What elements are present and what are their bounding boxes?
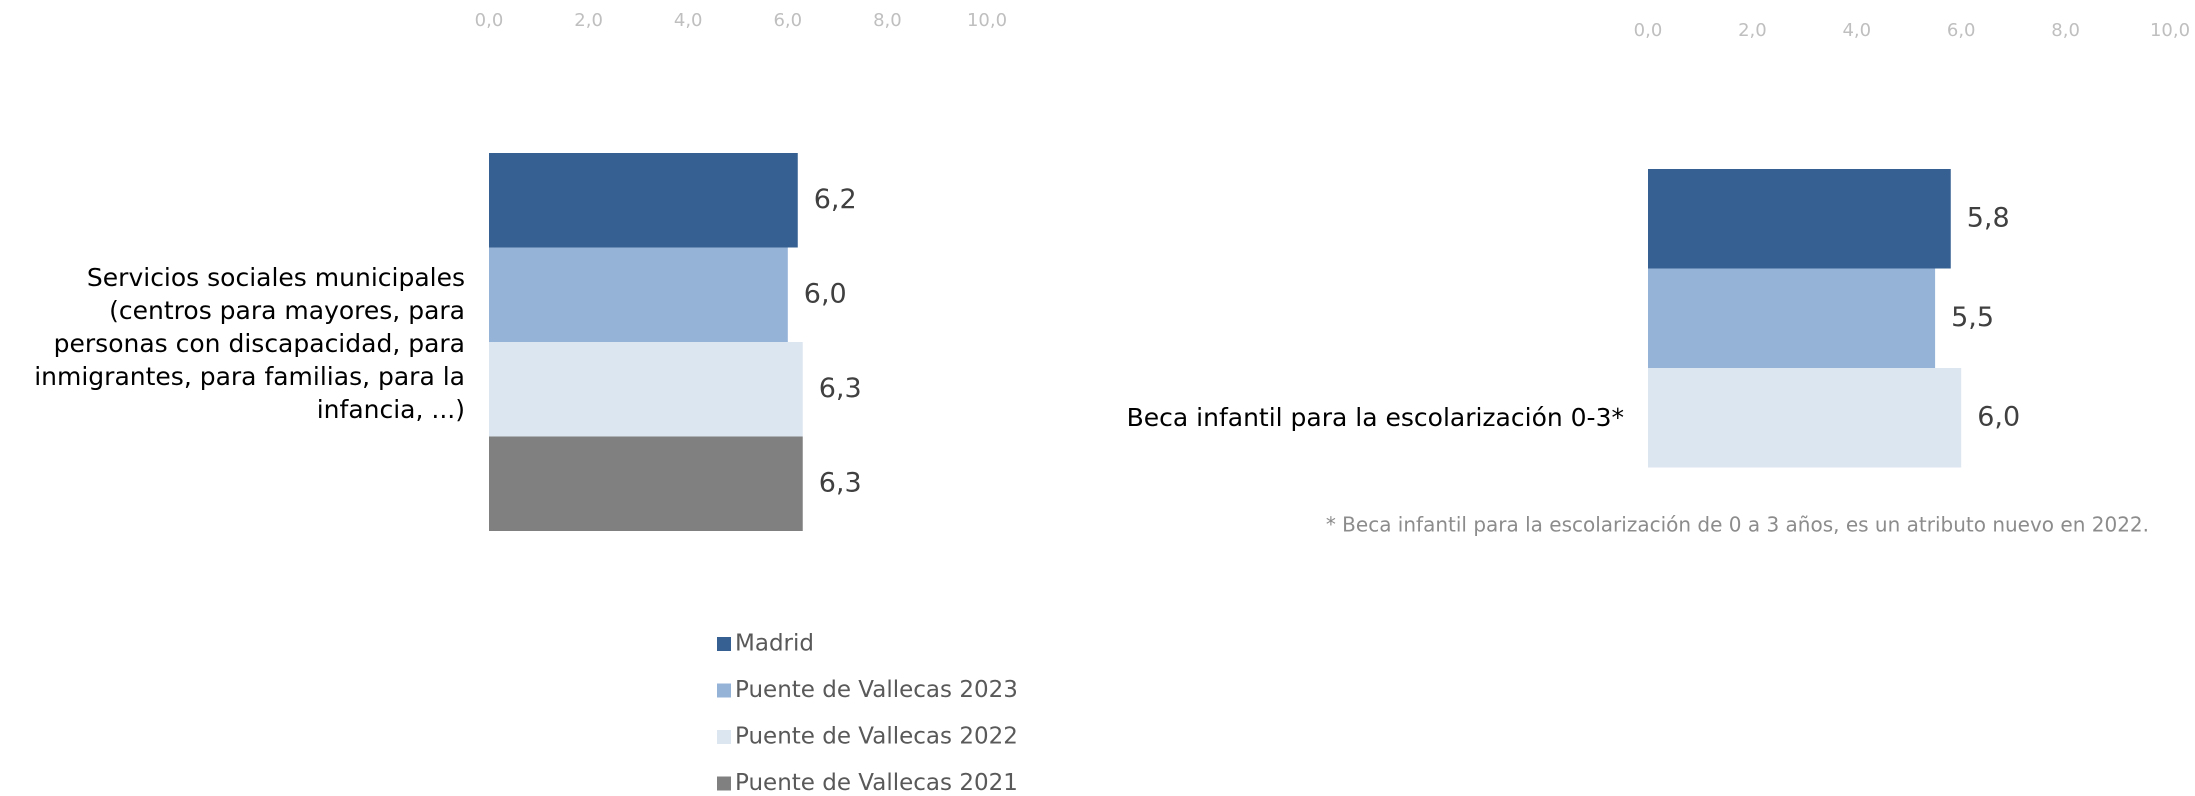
legend-swatch <box>717 730 731 744</box>
x-tick-label: 6,0 <box>773 10 802 31</box>
legend-label: Madrid <box>735 631 814 657</box>
x-tick-label: 2,0 <box>1738 20 1767 41</box>
value-label: 6,3 <box>819 373 862 404</box>
legend-swatch <box>717 776 731 791</box>
x-tick-label: 8,0 <box>873 10 902 31</box>
category-label: Beca infantil para la escolarización 0-3… <box>1126 402 1624 432</box>
x-tick-label: 0,0 <box>1634 20 1663 41</box>
value-label: 5,8 <box>1967 202 2010 233</box>
x-tick-label: 4,0 <box>1842 20 1871 41</box>
x-tick-label: 4,0 <box>674 10 703 31</box>
legend-label: Puente de Vallecas 2022 <box>735 724 1018 750</box>
bar <box>489 342 803 437</box>
bar <box>1648 268 1936 368</box>
bar <box>1648 169 1951 269</box>
category-label: Servicios sociales municipales (centros … <box>34 262 465 424</box>
x-tick-label: 10,0 <box>967 10 1007 31</box>
legend-label: Puente de Vallecas 2021 <box>735 770 1018 796</box>
legend-label: Puente de Vallecas 2023 <box>735 677 1018 703</box>
bar <box>489 436 803 531</box>
bar <box>489 247 788 342</box>
x-tick-label: 0,0 <box>475 10 504 31</box>
x-tick-label: 10,0 <box>2150 20 2190 41</box>
x-tick-label: 2,0 <box>574 10 603 31</box>
legend-swatch <box>717 637 731 651</box>
value-label: 5,5 <box>1951 302 1994 333</box>
bar <box>489 153 798 248</box>
footnote: * Beca infantil para la escolarización d… <box>1326 513 2149 537</box>
bar <box>1648 368 1962 468</box>
value-label: 6,0 <box>1977 401 2020 432</box>
value-label: 6,0 <box>804 278 847 309</box>
x-tick-label: 6,0 <box>1947 20 1976 41</box>
value-label: 6,2 <box>814 184 857 215</box>
value-label: 6,3 <box>819 467 862 498</box>
x-tick-label: 8,0 <box>2051 20 2080 41</box>
legend-swatch <box>717 683 731 698</box>
